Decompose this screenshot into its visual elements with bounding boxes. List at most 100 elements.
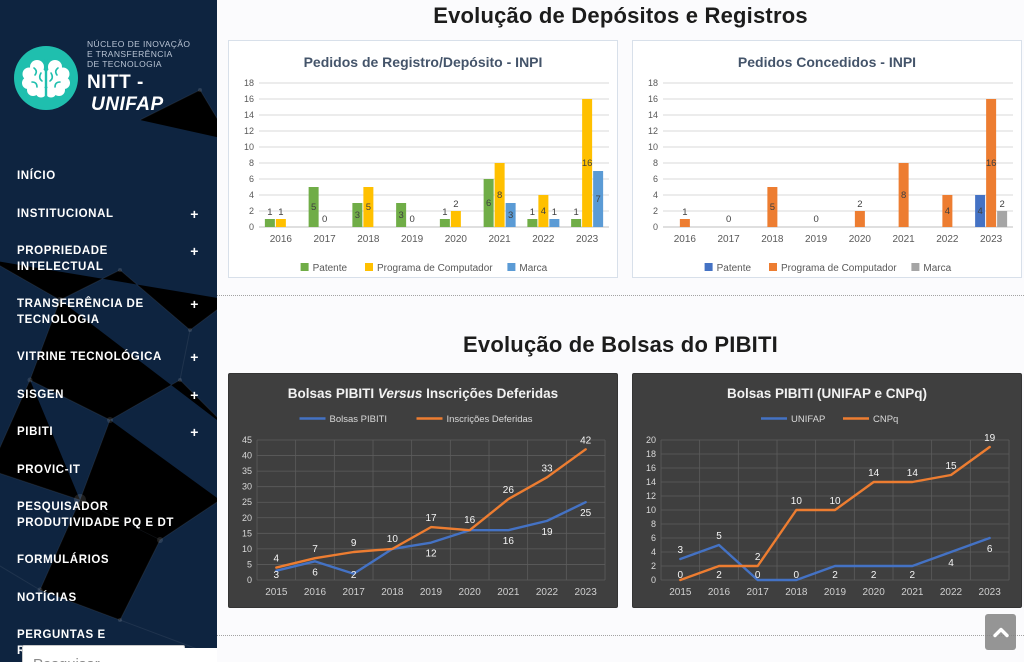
svg-text:2016: 2016	[708, 587, 731, 598]
sidebar-item-institucional[interactable]: INSTITUCIONAL +	[0, 196, 217, 234]
svg-text:25: 25	[580, 508, 592, 519]
svg-text:UNIFAP: UNIFAP	[791, 414, 825, 425]
sidebar-item-pesquisador-produtividade-pq-e-dt[interactable]: PESQUISADOR PRODUTIVIDADE PQ E DT	[0, 489, 217, 542]
svg-text:0: 0	[794, 570, 800, 581]
svg-text:2: 2	[651, 561, 656, 571]
sidebar-item-provic-it[interactable]: PROVIC-IT	[0, 452, 217, 490]
svg-text:2015: 2015	[265, 587, 288, 598]
svg-text:19: 19	[541, 527, 553, 538]
sidebar-search	[22, 645, 217, 662]
svg-text:8: 8	[249, 158, 254, 168]
svg-text:Marca: Marca	[923, 263, 951, 274]
expand-plus-icon[interactable]: +	[190, 243, 199, 260]
svg-text:2018: 2018	[381, 587, 404, 598]
svg-text:0: 0	[409, 214, 414, 225]
svg-text:2018: 2018	[785, 587, 808, 598]
svg-text:14: 14	[868, 468, 880, 479]
svg-text:1: 1	[530, 207, 535, 218]
svg-text:2: 2	[351, 570, 357, 581]
svg-text:0: 0	[249, 222, 254, 232]
svg-text:5: 5	[247, 559, 252, 569]
svg-text:16: 16	[648, 94, 658, 104]
svg-text:4: 4	[651, 547, 656, 557]
svg-text:Bolsas PIBITI: Bolsas PIBITI	[330, 414, 388, 425]
expand-plus-icon[interactable]: +	[190, 424, 199, 441]
svg-text:40: 40	[242, 451, 252, 461]
svg-text:6: 6	[249, 174, 254, 184]
sidebar-item-label: PROPRIEDADE INTELECTUAL	[17, 245, 108, 273]
svg-text:0: 0	[726, 214, 731, 225]
section-divider	[217, 295, 1024, 296]
svg-text:Programa de Computador: Programa de Computador	[377, 263, 493, 274]
svg-text:Patente: Patente	[313, 263, 348, 274]
chart-pedidos-concedidos: Pedidos Concedidos - INPI 0 2 4 6 8 10 12 14 16 18…	[632, 40, 1022, 278]
svg-text:8: 8	[901, 190, 906, 201]
sidebar-item-formularios[interactable]: FORMULÁRIOS	[0, 542, 217, 580]
sidebar-item-propriedade-intelectual[interactable]: PROPRIEDADE INTELECTUAL +	[0, 233, 217, 286]
svg-text:5: 5	[311, 202, 316, 213]
logo-text: NÚCLEO DE INOVAÇÃO E TRANSFERÊNCIA DE TE…	[87, 39, 217, 116]
svg-text:1: 1	[278, 207, 283, 218]
svg-text:18: 18	[244, 78, 254, 88]
expand-plus-icon[interactable]: +	[190, 386, 199, 403]
bottom-divider	[217, 635, 1024, 636]
svg-text:6: 6	[653, 174, 658, 184]
svg-text:2018: 2018	[761, 234, 784, 245]
svg-text:19: 19	[984, 433, 996, 444]
svg-text:2016: 2016	[270, 234, 293, 245]
chart-bolsas-unifap-cnpq: Bolsas PIBITI (UNIFAP e CNPq) UNIFAP CNPq 0…	[632, 373, 1022, 608]
expand-plus-icon[interactable]: +	[190, 296, 199, 313]
logo[interactable]: NÚCLEO DE INOVAÇÃO E TRANSFERÊNCIA DE TE…	[0, 0, 217, 116]
sidebar-item-vitrine-tecnologica[interactable]: VITRINE TECNOLÓGICA +	[0, 339, 217, 377]
svg-text:18: 18	[648, 78, 658, 88]
expand-plus-icon[interactable]: +	[190, 205, 199, 222]
svg-text:15: 15	[242, 528, 252, 538]
svg-text:15: 15	[945, 461, 957, 472]
sidebar-item-label: FORMULÁRIOS	[17, 554, 110, 567]
expand-plus-icon[interactable]: +	[190, 349, 199, 366]
scroll-to-top-button[interactable]	[985, 614, 1016, 650]
svg-text:30: 30	[242, 482, 252, 492]
svg-text:14: 14	[907, 468, 919, 479]
svg-text:10: 10	[791, 496, 803, 507]
svg-text:3: 3	[355, 210, 360, 221]
svg-text:2: 2	[653, 206, 658, 216]
section-title-bolsas-pibiti: Evolução de Bolsas do PIBITI	[463, 332, 778, 357]
sidebar-item-label: PIBITI	[17, 426, 54, 439]
svg-text:12: 12	[244, 126, 254, 136]
svg-text:1: 1	[552, 207, 557, 218]
sidebar-item-label: INÍCIO	[17, 169, 56, 182]
svg-text:2020: 2020	[459, 587, 482, 598]
svg-text:10: 10	[242, 544, 252, 554]
svg-text:8: 8	[497, 190, 502, 201]
svg-text:Pedidos Concedidos - INPI: Pedidos Concedidos - INPI	[738, 54, 916, 70]
svg-text:2020: 2020	[445, 234, 468, 245]
search-input[interactable]	[23, 647, 217, 662]
svg-text:1: 1	[682, 207, 687, 218]
svg-text:6: 6	[651, 533, 656, 543]
sidebar-item-sisgen[interactable]: SISGEN +	[0, 377, 217, 415]
svg-text:12: 12	[425, 549, 437, 560]
svg-text:2023: 2023	[979, 587, 1002, 598]
svg-text:45: 45	[242, 435, 252, 445]
svg-text:10: 10	[646, 505, 656, 515]
sidebar-item-transferencia-de-tecnologia[interactable]: TRANSFERÊNCIA DE TECNOLOGIA +	[0, 286, 217, 339]
svg-text:4: 4	[653, 190, 658, 200]
logo-subline: DE TECNOLOGIA	[87, 58, 162, 69]
sidebar-item-inicio[interactable]: INÍCIO	[0, 158, 217, 196]
svg-text:0: 0	[247, 575, 252, 585]
sidebar-item-pibiti[interactable]: PIBITI +	[0, 414, 217, 452]
svg-text:6: 6	[486, 198, 491, 209]
sidebar-item-noticias[interactable]: NOTÍCIAS	[0, 580, 217, 618]
svg-text:2022: 2022	[940, 587, 963, 598]
svg-text:2023: 2023	[576, 234, 599, 245]
sidebar: NÚCLEO DE INOVAÇÃO E TRANSFERÊNCIA DE TE…	[0, 0, 217, 662]
svg-text:8: 8	[653, 158, 658, 168]
svg-text:3: 3	[508, 210, 513, 221]
svg-text:2017: 2017	[718, 234, 741, 245]
svg-text:16: 16	[244, 94, 254, 104]
svg-text:2018: 2018	[357, 234, 380, 245]
svg-text:10: 10	[829, 496, 841, 507]
svg-text:4: 4	[945, 206, 950, 217]
svg-text:3: 3	[398, 210, 403, 221]
